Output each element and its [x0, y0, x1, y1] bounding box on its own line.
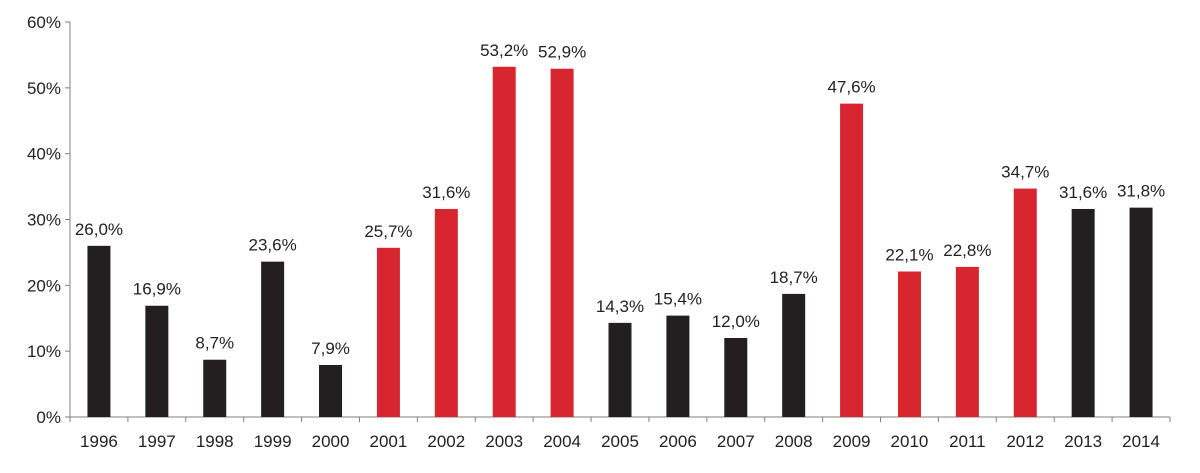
- data-label-2013: 31,6%: [1059, 183, 1107, 202]
- data-label-2001: 25,7%: [364, 222, 412, 241]
- data-label-2012: 34,7%: [1001, 163, 1049, 182]
- x-tick-label: 2002: [427, 432, 465, 451]
- bar-2014: [1129, 207, 1153, 417]
- bar-2007: [724, 338, 748, 417]
- data-label-2010: 22,1%: [885, 246, 933, 265]
- x-tick-label: 1998: [196, 432, 234, 451]
- bar-2010: [897, 271, 921, 417]
- y-tick-label: 10%: [27, 342, 61, 361]
- x-tick-label: 1996: [80, 432, 118, 451]
- x-tick-label: 1997: [138, 432, 176, 451]
- x-tick-label: 2014: [1122, 432, 1160, 451]
- data-label-2002: 31,6%: [422, 183, 470, 202]
- bar-2005: [608, 322, 632, 417]
- x-tick-label: 2009: [833, 432, 871, 451]
- y-tick-label: 60%: [27, 13, 61, 32]
- data-label-2006: 15,4%: [654, 290, 702, 309]
- data-label-2014: 31,8%: [1117, 182, 1165, 201]
- x-tick-label: 2013: [1064, 432, 1102, 451]
- data-label-2004: 52,9%: [538, 43, 586, 62]
- x-tick-label: 2008: [775, 432, 813, 451]
- bar-1999: [261, 261, 285, 417]
- bar-2006: [666, 315, 690, 417]
- data-label-2003: 53,2%: [480, 41, 528, 60]
- y-tick-label: 0%: [36, 408, 61, 427]
- x-tick-label: 2004: [543, 432, 581, 451]
- bar-2013: [1071, 208, 1095, 417]
- bar-1996: [87, 245, 111, 417]
- bar-2011: [955, 266, 979, 417]
- bar-2003: [492, 66, 516, 418]
- bar-2009: [840, 103, 864, 417]
- x-tick-label: 2005: [601, 432, 639, 451]
- x-tick-label: 2012: [1006, 432, 1044, 451]
- x-tick-label: 2010: [891, 432, 929, 451]
- x-tick-label: 2003: [485, 432, 523, 451]
- y-tick-label: 30%: [27, 211, 61, 230]
- bar-1997: [145, 305, 169, 417]
- x-tick-label: 2011: [949, 432, 986, 451]
- data-label-1998: 8,7%: [195, 334, 234, 353]
- data-label-2000: 7,9%: [311, 339, 350, 358]
- bar-2004: [550, 68, 574, 417]
- y-tick-label: 50%: [27, 79, 61, 98]
- bar-2000: [319, 364, 343, 417]
- data-label-1997: 16,9%: [133, 280, 181, 299]
- x-tick-label: 2007: [717, 432, 755, 451]
- data-label-2007: 12,0%: [712, 312, 760, 331]
- y-tick-label: 20%: [27, 276, 61, 295]
- y-axis: 0% 10% 20% 30% 40% 50% 60%: [27, 13, 71, 427]
- x-tick-label: 2000: [312, 432, 350, 451]
- data-label-1999: 23,6%: [249, 236, 297, 255]
- data-label-1996: 26,0%: [75, 220, 123, 239]
- bar-2012: [1013, 188, 1037, 417]
- data-label-2011: 22,8%: [943, 241, 991, 260]
- x-tick-label: 2006: [659, 432, 697, 451]
- bar-1998: [203, 359, 227, 417]
- x-tick-label: 2001: [370, 432, 408, 451]
- y-tick-label: 40%: [27, 145, 61, 164]
- data-label-2008: 18,7%: [770, 268, 818, 287]
- bars: [87, 66, 1153, 418]
- data-labels: 26,0% 16,9% 8,7% 23,6% 7,9% 25,7% 31,6% 53,2% 52…: [75, 41, 1165, 358]
- bar-2008: [782, 293, 806, 417]
- bar-2001: [376, 247, 400, 417]
- data-label-2005: 14,3%: [596, 297, 644, 316]
- data-label-2009: 47,6%: [827, 78, 875, 97]
- bar-2002: [434, 208, 458, 417]
- x-tick-label: 1999: [254, 432, 292, 451]
- x-axis: 1996 1997 1998 1999 2000 2001 2002 2003 2004 2005…: [69, 416, 1171, 451]
